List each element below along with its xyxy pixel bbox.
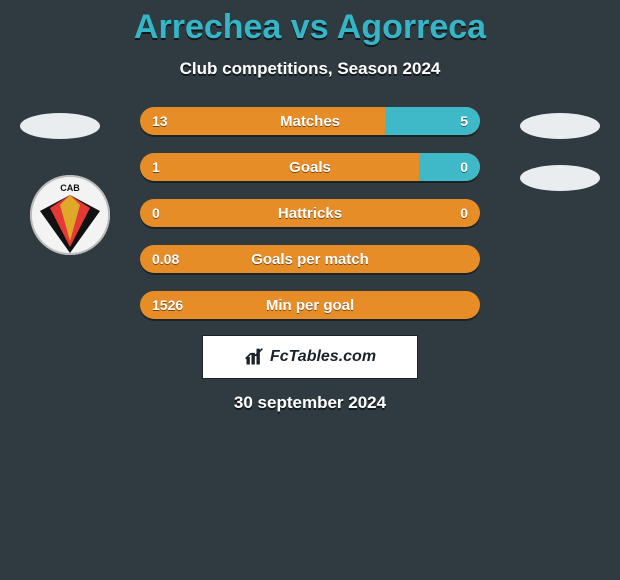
comparison-canvas: CAB 13Matches51Goals00Hattricks00.08Goal…	[0, 101, 620, 421]
stat-value-right: 5	[460, 107, 468, 135]
date-text: 30 september 2024	[0, 393, 620, 413]
stat-label: Hattricks	[140, 199, 480, 227]
stat-value-right: 0	[460, 153, 468, 181]
avatar-placeholder-right-2	[520, 165, 600, 191]
stat-label: Matches	[140, 107, 480, 135]
club-badge-left: CAB	[30, 175, 110, 255]
stat-row: 1526Min per goal	[140, 291, 480, 319]
brand-watermark: FcTables.com	[202, 335, 418, 379]
subtitle: Club competitions, Season 2024	[0, 59, 620, 79]
stat-row: 0.08Goals per match	[140, 245, 480, 273]
stat-label: Goals	[140, 153, 480, 181]
stat-row: 1Goals0	[140, 153, 480, 181]
stat-label: Min per goal	[140, 291, 480, 319]
badge-text: CAB	[60, 183, 80, 193]
stat-row: 13Matches5	[140, 107, 480, 135]
avatar-placeholder-left	[20, 113, 100, 139]
stat-rows: 13Matches51Goals00Hattricks00.08Goals pe…	[140, 107, 480, 337]
page-title: Arrechea vs Agorreca	[0, 0, 620, 47]
avatar-placeholder-right-1	[520, 113, 600, 139]
stat-value-right: 0	[460, 199, 468, 227]
stat-label: Goals per match	[140, 245, 480, 273]
brand-text: FcTables.com	[270, 348, 376, 366]
stat-row: 0Hattricks0	[140, 199, 480, 227]
chart-icon	[244, 347, 264, 367]
